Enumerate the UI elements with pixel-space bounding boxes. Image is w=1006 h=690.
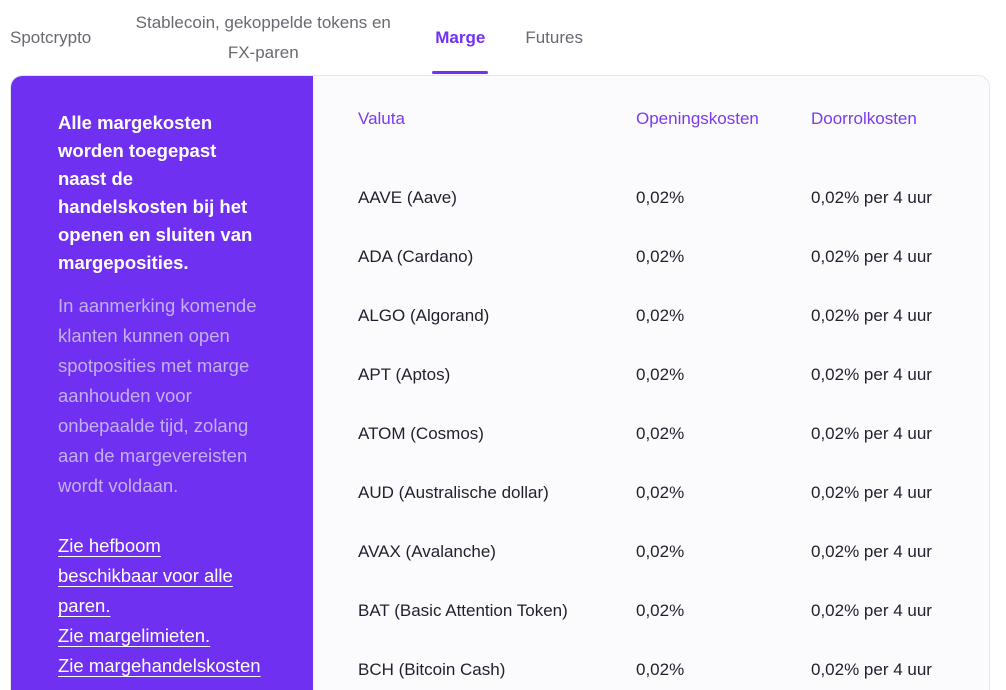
- tab-label: Marge: [435, 27, 486, 47]
- table-row: ATOM (Cosmos) 0,02% 0,02% per 4 uur: [358, 404, 969, 463]
- info-links: Zie hefboom beschikbaar voor alle paren.…: [58, 531, 263, 681]
- cell-opening-fee: 0,02%: [636, 600, 685, 620]
- active-tab-underline: [432, 71, 489, 74]
- cell-opening-fee: 0,02%: [636, 482, 685, 502]
- table-row: APT (Aptos) 0,02% 0,02% per 4 uur: [358, 345, 969, 404]
- leverage-pairs-link[interactable]: Zie hefboom beschikbaar voor alle paren.: [58, 535, 233, 616]
- cell-rollover-fee: 0,02% per 4 uur: [811, 482, 932, 502]
- cell-currency: AAVE (Aave): [358, 187, 457, 207]
- tab-marge[interactable]: Marge: [432, 0, 489, 75]
- margin-fees-table: Valuta Openingskosten Doorrolkosten AAVE…: [313, 76, 989, 690]
- column-header-doorrolkosten: Doorrolkosten: [811, 109, 917, 128]
- table-header-row: Valuta Openingskosten Doorrolkosten: [358, 108, 969, 130]
- cell-opening-fee: 0,02%: [636, 305, 685, 325]
- cell-rollover-fee: 0,02% per 4 uur: [811, 423, 932, 443]
- cell-opening-fee: 0,02%: [636, 541, 685, 561]
- cell-opening-fee: 0,02%: [636, 659, 685, 679]
- fees-tab-bar: Spotcrypto Stablecoin, gekoppelde tokens…: [0, 0, 1006, 75]
- cell-currency: AUD (Australische dollar): [358, 482, 549, 502]
- column-header-valuta: Valuta: [358, 109, 405, 128]
- cell-opening-fee: 0,02%: [636, 187, 685, 207]
- cell-currency: ADA (Cardano): [358, 246, 474, 266]
- table-row: BAT (Basic Attention Token) 0,02% 0,02% …: [358, 581, 969, 640]
- cell-rollover-fee: 0,02% per 4 uur: [811, 659, 932, 679]
- margin-info-panel: Alle margekosten worden toegepast naast …: [11, 76, 313, 690]
- cell-currency: ATOM (Cosmos): [358, 423, 484, 443]
- table-body: AAVE (Aave) 0,02% 0,02% per 4 uur ADA (C…: [358, 168, 969, 690]
- cell-rollover-fee: 0,02% per 4 uur: [811, 600, 932, 620]
- info-headline: Alle margekosten worden toegepast naast …: [58, 112, 253, 273]
- tab-label: Futures: [525, 27, 583, 47]
- cell-opening-fee: 0,02%: [636, 423, 685, 443]
- cell-currency: ALGO (Algorand): [358, 305, 490, 325]
- margin-limits-link[interactable]: Zie margelimieten.: [58, 625, 211, 646]
- tab-label: Stablecoin, gekoppelde tokens en FX-pare…: [135, 12, 391, 62]
- cell-rollover-fee: 0,02% per 4 uur: [811, 541, 932, 561]
- tab-futures[interactable]: Futures: [525, 0, 583, 75]
- table-row: BCH (Bitcoin Cash) 0,02% 0,02% per 4 uur: [358, 640, 969, 690]
- tab-stablecoin-fx[interactable]: Stablecoin, gekoppelde tokens en FX-pare…: [131, 0, 395, 75]
- cell-currency: APT (Aptos): [358, 364, 451, 384]
- table-row: AVAX (Avalanche) 0,02% 0,02% per 4 uur: [358, 522, 969, 581]
- cell-currency: BCH (Bitcoin Cash): [358, 659, 506, 679]
- table-row: ADA (Cardano) 0,02% 0,02% per 4 uur: [358, 227, 969, 286]
- margin-fees-card: Alle margekosten worden toegepast naast …: [10, 75, 990, 690]
- tab-label: Spotcrypto: [10, 27, 92, 47]
- margin-trading-fees-link[interactable]: Zie margehandelskosten: [58, 655, 261, 676]
- table-row: AAVE (Aave) 0,02% 0,02% per 4 uur: [358, 168, 969, 227]
- cell-rollover-fee: 0,02% per 4 uur: [811, 305, 932, 325]
- cell-currency: AVAX (Avalanche): [358, 541, 496, 561]
- cell-currency: BAT (Basic Attention Token): [358, 600, 568, 620]
- cell-opening-fee: 0,02%: [636, 246, 685, 266]
- cell-rollover-fee: 0,02% per 4 uur: [811, 187, 932, 207]
- table-row: AUD (Australische dollar) 0,02% 0,02% pe…: [358, 463, 969, 522]
- cell-opening-fee: 0,02%: [636, 364, 685, 384]
- table-row: ALGO (Algorand) 0,02% 0,02% per 4 uur: [358, 286, 969, 345]
- cell-rollover-fee: 0,02% per 4 uur: [811, 246, 932, 266]
- cell-rollover-fee: 0,02% per 4 uur: [811, 364, 932, 384]
- info-body: In aanmerking komende klanten kunnen ope…: [58, 295, 257, 496]
- column-header-openingskosten: Openingskosten: [636, 109, 759, 128]
- tab-spotcrypto[interactable]: Spotcrypto: [10, 0, 91, 75]
